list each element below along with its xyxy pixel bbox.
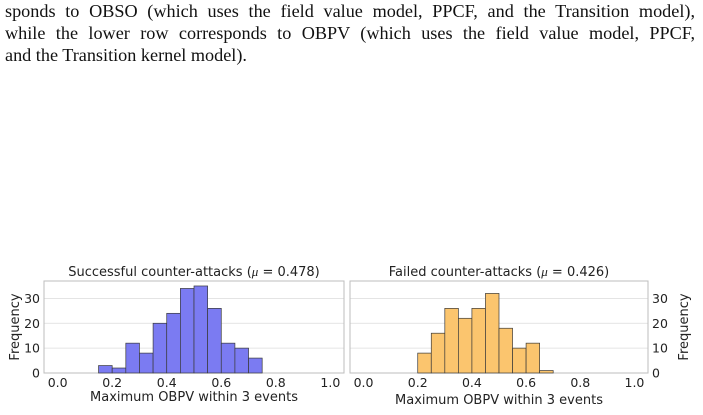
x-tick-label: 0.0 (354, 375, 374, 390)
chart-title-value: = 0.426) (548, 265, 609, 280)
histogram-bar (139, 352, 154, 374)
histogram-bar (220, 342, 236, 374)
y-tick-label: 0 (32, 366, 40, 381)
chart-title: Successful counter-attacks (μ = 0.478) (68, 264, 320, 280)
y-axis-label: Frequency (8, 293, 23, 360)
paper-text-line-3: and the Transition kernel model). (5, 45, 247, 65)
x-tick-label: 0.2 (102, 375, 122, 390)
x-tick-label: 0.0 (48, 375, 68, 390)
x-tick-label: 1.0 (625, 375, 645, 390)
chart-title-mu: μ (540, 264, 548, 279)
histogram-bar (125, 342, 140, 374)
paper-body-text: sponds to OBSO (which uses the field val… (5, 0, 695, 66)
histogram-bar (417, 352, 432, 374)
histogram-bar (498, 327, 513, 374)
y-tick-label: 30 (652, 291, 668, 306)
histogram-chart-2: 0.0 0.2 0.4 0.6 0.8 1.0 0 10 20 30 Failed counter-… (349, 264, 692, 408)
histogram-bar (98, 365, 113, 374)
histogram-bar (166, 312, 181, 374)
histogram-bar (152, 322, 168, 374)
histogram-bar (485, 293, 500, 374)
histogram-bar (111, 367, 127, 374)
x-tick-label: 1.0 (320, 375, 340, 390)
chart-title-text: Successful counter-attacks ( (68, 265, 252, 280)
x-tick-label: 0.2 (408, 375, 428, 390)
y-axis-label: Frequency (677, 293, 692, 360)
paper-text-line-1: sponds to OBSO (which uses the field val… (5, 1, 695, 21)
y-tick-label: 10 (652, 341, 668, 356)
histogram-bar (512, 347, 527, 374)
histogram-bar (234, 347, 249, 374)
histogram-bar (193, 285, 208, 374)
x-tick-label: 0.6 (516, 375, 536, 390)
chart-title-mu: μ (251, 264, 259, 279)
chart-title-text: Failed counter-attacks ( (389, 265, 542, 280)
x-tick-label: 0.8 (570, 375, 590, 390)
x-tick-label: 0.8 (266, 375, 286, 390)
chart-title: Failed counter-attacks (μ = 0.426) (389, 264, 610, 280)
y-tick-label: 10 (24, 341, 40, 356)
y-tick-label: 0 (652, 366, 660, 381)
x-axis-label: Maximum OBPV within 3 events (90, 390, 298, 405)
y-tick-label: 20 (652, 316, 668, 331)
histogram-bar (248, 357, 263, 374)
histogram-bar (430, 332, 446, 374)
x-tick-label: 0.4 (462, 375, 482, 390)
paper-text-line-2: while the lower row corresponds to OBPV … (5, 23, 695, 43)
histogram-bar (207, 308, 222, 374)
y-tick-label: 20 (24, 316, 40, 331)
histogram-bar (458, 317, 473, 374)
histogram-bar (471, 308, 486, 374)
chart-title-value: = 0.478) (258, 265, 319, 280)
histogram-bar (525, 342, 540, 374)
x-tick-label: 0.6 (211, 375, 231, 390)
histogram-chart-1: 0.0 0.2 0.4 0.6 0.8 1.0 0 10 20 30 Successful coun… (8, 264, 345, 405)
histogram-bar (444, 308, 459, 374)
x-axis-label: Maximum OBPV within 3 events (395, 393, 603, 408)
histogram-bar (180, 288, 195, 374)
y-tick-label: 30 (24, 291, 40, 306)
histogram-bar (539, 370, 554, 374)
x-tick-label: 0.4 (157, 375, 177, 390)
